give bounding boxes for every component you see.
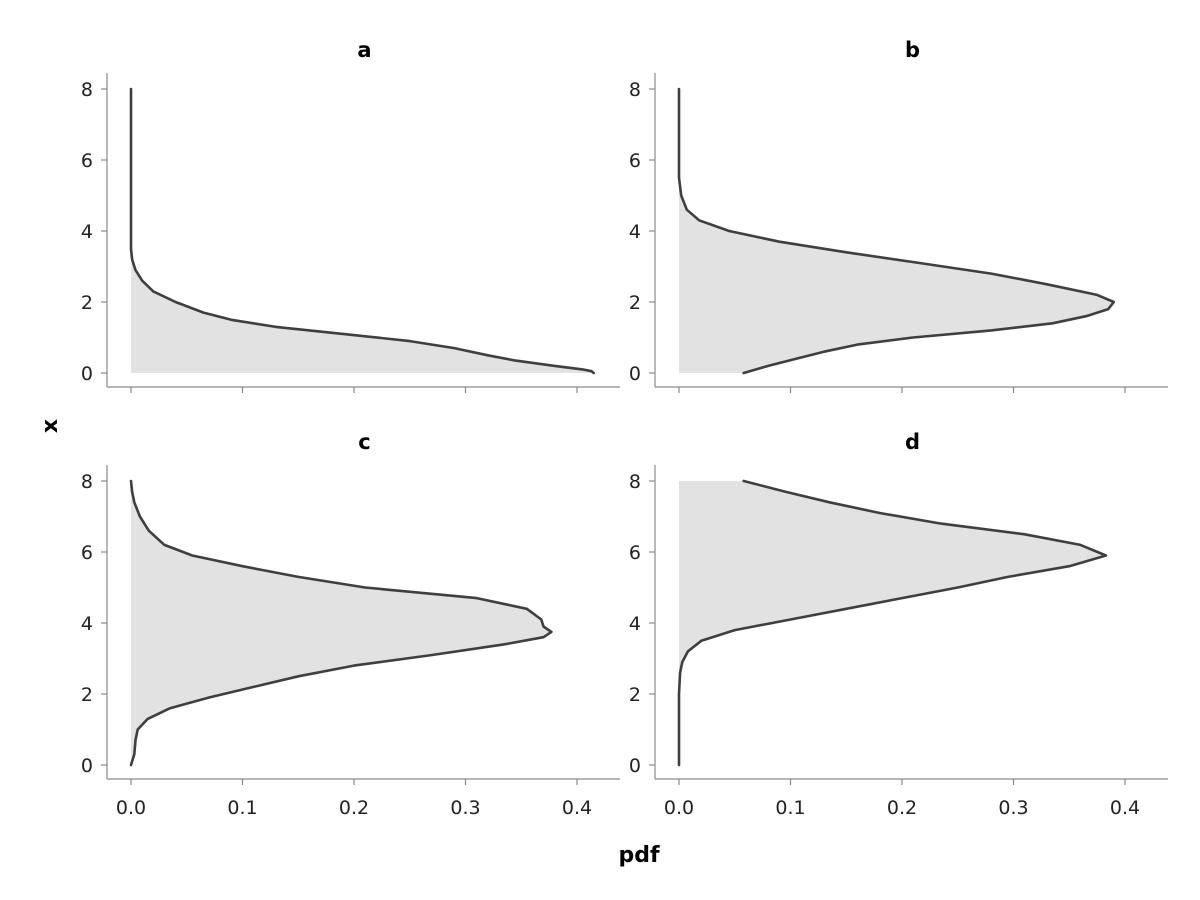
panel-title: c [358,430,370,454]
panel-c: 0 2 4 6 8 0.0 0.1 0.2 0.3 0.4 c [81,430,620,819]
x-tick-label: 0.2 [887,797,917,819]
x-tick-label: 0.0 [116,797,146,819]
y-axis-label: x [38,419,63,433]
x-tick-label: 0.0 [664,797,694,819]
density-line-a [129,87,595,375]
y-tick-label: 4 [629,221,641,243]
density-area-b [679,89,1114,373]
y-tick-label: 2 [629,292,641,314]
y-tick-label: 6 [629,150,641,172]
x-tick-label: 0.1 [775,797,805,819]
panel-title: a [357,38,371,62]
y-tick-label: 2 [81,684,93,706]
density-line-b [677,87,1116,375]
y-tick-label: 4 [629,613,641,635]
y-tick-label: 6 [629,542,641,564]
density-area-a [131,89,594,373]
panel-title: b [905,38,920,62]
y-tick-label: 8 [629,471,641,493]
y-tick-label: 8 [81,471,93,493]
x-axis-label: pdf [618,843,659,868]
density-line-d [677,479,1108,767]
y-tick-label: 6 [81,542,93,564]
panels-group: 0 2 4 6 8 a 0 2 4 6 8 b 0 2 4 6 8 0.0 0.1 0.2 0.3 0.4 c 0 2 4 6 8 0.… [81,38,1168,819]
x-tick-label: 0.4 [562,797,592,819]
density-line-c [129,479,553,767]
y-tick-label: 0 [81,363,93,385]
y-tick-label: 0 [629,755,641,777]
density-area-c [131,481,552,765]
y-tick-label: 2 [81,292,93,314]
y-tick-label: 0 [81,755,93,777]
y-tick-label: 2 [629,684,641,706]
panel-b: 0 2 4 6 8 b [629,38,1168,393]
y-tick-label: 8 [81,79,93,101]
panel-title: d [905,430,920,454]
x-tick-label: 0.3 [450,797,480,819]
y-tick-label: 6 [81,150,93,172]
x-tick-label: 0.2 [339,797,369,819]
y-tick-label: 4 [81,221,93,243]
y-tick-label: 4 [81,613,93,635]
density-area-d [679,481,1106,765]
x-tick-label: 0.4 [1110,797,1140,819]
panel-d: 0 2 4 6 8 0.0 0.1 0.2 0.3 0.4 d [629,430,1168,819]
y-tick-label: 8 [629,79,641,101]
x-tick-label: 0.3 [998,797,1028,819]
y-tick-label: 0 [629,363,641,385]
x-tick-label: 0.1 [227,797,257,819]
panel-a: 0 2 4 6 8 a [81,38,620,393]
